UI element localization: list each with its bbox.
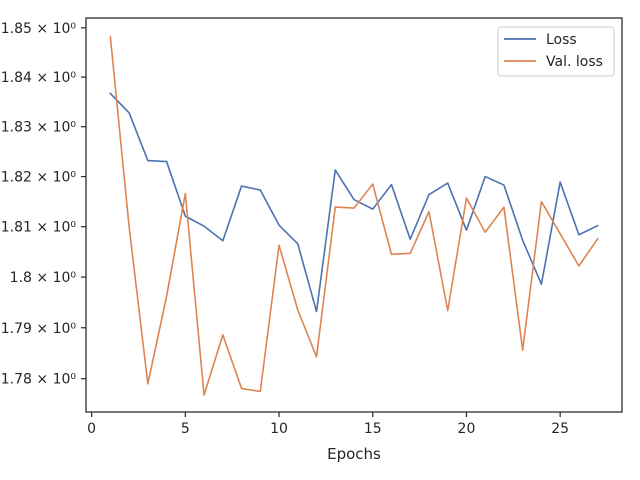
y-tick-label: 1.78 × 10⁰: [1, 372, 77, 388]
x-tick-label: 15: [364, 421, 382, 437]
x-axis-label: Epochs: [327, 445, 381, 463]
x-tick-label: 25: [551, 421, 569, 437]
y-axis: 1.78 × 10⁰ 1.79 × 10⁰ 1.8 × 10⁰ 1.81 × 10⁰ 1…: [1, 21, 86, 388]
series-line-val-loss: [109, 35, 599, 396]
y-tick-label: 1.84 × 10⁰: [1, 70, 77, 86]
y-tick-label: 1.83 × 10⁰: [1, 120, 77, 136]
y-tick-label: 1.8 × 10⁰: [10, 270, 77, 286]
series-layer: [109, 35, 599, 396]
x-tick-label: 20: [458, 421, 476, 437]
y-tick-label: 1.79 × 10⁰: [1, 321, 77, 337]
legend: Loss Val. loss: [497, 26, 615, 77]
x-tick-label: 5: [181, 421, 190, 437]
y-tick-label: 1.82 × 10⁰: [1, 170, 77, 186]
x-tick-label: 10: [270, 421, 288, 437]
x-tick-label: 0: [87, 421, 96, 437]
legend-label-loss: Loss: [546, 32, 577, 48]
y-tick-label: 1.85 × 10⁰: [1, 21, 77, 37]
series-line-loss: [109, 92, 599, 313]
plot-frame: [85, 17, 623, 413]
x-axis: 0 5 10 15 20 25: [87, 412, 569, 437]
plot-area: [85, 17, 623, 413]
y-tick-label: 1.81 × 10⁰: [1, 220, 77, 236]
legend-label-val-loss: Val. loss: [546, 54, 603, 70]
